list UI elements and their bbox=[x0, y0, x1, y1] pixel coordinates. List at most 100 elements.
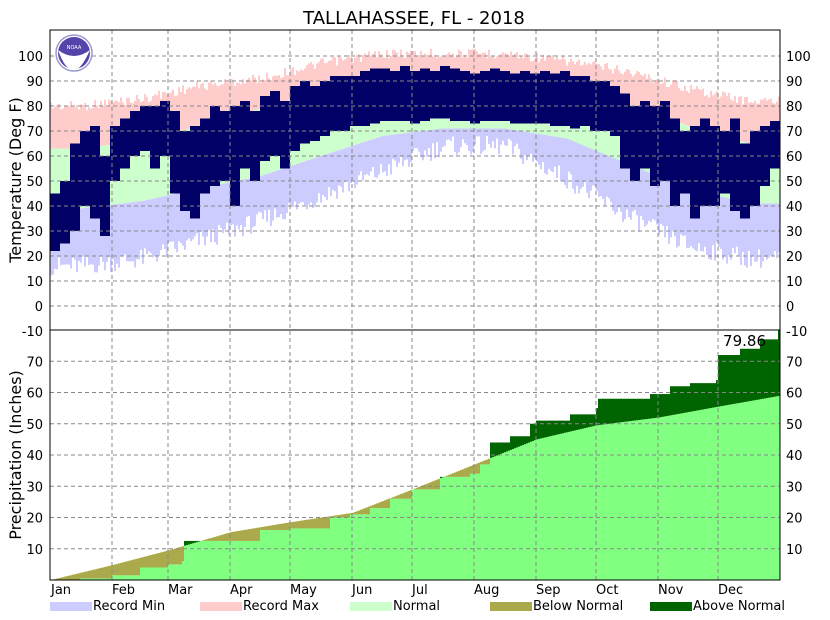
record-min-bar bbox=[132, 202, 134, 262]
record-min-bar bbox=[162, 196, 164, 245]
below-normal-bar bbox=[332, 515, 334, 518]
above-normal-bar bbox=[606, 398, 608, 425]
normal-precip-bar bbox=[756, 399, 758, 580]
record-max-bar bbox=[290, 69, 292, 100]
record-max-bar bbox=[546, 55, 548, 84]
normal-precip-bar bbox=[558, 434, 560, 580]
normal-precip-bar bbox=[450, 476, 452, 580]
below-normal-bar bbox=[374, 504, 376, 509]
record-min-bar bbox=[144, 200, 146, 249]
below-normal-bar bbox=[174, 548, 176, 565]
above-normal-bar bbox=[738, 355, 740, 404]
above-normal-bar bbox=[744, 348, 746, 402]
record-min-bar bbox=[626, 163, 628, 210]
normal-precip-bar bbox=[314, 528, 316, 580]
above-normal-bar bbox=[494, 442, 496, 457]
normal-precip-bar bbox=[692, 411, 694, 580]
normal-precip-bar bbox=[664, 416, 666, 580]
record-min-bar bbox=[608, 156, 610, 199]
normal-precip-bar bbox=[124, 575, 126, 580]
record-max-bar bbox=[708, 97, 710, 132]
record-min-bar bbox=[472, 128, 474, 153]
record-min-bar bbox=[704, 192, 706, 247]
normal-precip-bar bbox=[696, 410, 698, 580]
record-min-bar bbox=[444, 128, 446, 146]
record-max-bar bbox=[534, 59, 536, 83]
record-max-bar bbox=[466, 57, 468, 77]
record-min-bar bbox=[714, 195, 716, 261]
above-normal-bar bbox=[754, 348, 756, 401]
above-normal-bar bbox=[562, 420, 564, 434]
record-min-bar bbox=[422, 131, 424, 161]
below-normal-bar bbox=[108, 565, 110, 579]
below-normal-bar bbox=[118, 563, 120, 576]
below-normal-bar bbox=[114, 564, 116, 576]
record-max-bar bbox=[104, 99, 106, 146]
normal-precip-bar bbox=[366, 514, 368, 580]
temp-tick-label: 40 bbox=[26, 200, 43, 215]
record-max-bar bbox=[230, 78, 232, 117]
record-min-bar bbox=[706, 193, 708, 255]
record-min-bar bbox=[256, 176, 258, 215]
record-max-bar bbox=[286, 75, 288, 101]
normal-precip-bar bbox=[104, 578, 106, 580]
below-normal-bar bbox=[248, 529, 250, 541]
record-min-bar bbox=[540, 134, 542, 170]
normal-precip-bar bbox=[350, 514, 352, 580]
observed-temp-bar bbox=[690, 126, 700, 219]
normal-precip-bar bbox=[392, 498, 394, 580]
observed-temp-bar bbox=[130, 111, 140, 156]
above-normal-bar bbox=[188, 540, 190, 545]
normal-precip-bar bbox=[482, 464, 484, 580]
record-min-bar bbox=[340, 149, 342, 187]
record-max-bar bbox=[754, 100, 756, 144]
normal-precip-bar bbox=[550, 436, 552, 580]
record-max-bar bbox=[558, 59, 560, 86]
normal-bar bbox=[146, 139, 148, 201]
normal-bar bbox=[148, 139, 150, 200]
record-min-bar bbox=[740, 201, 742, 265]
normal-precip-bar bbox=[572, 430, 574, 580]
precipitation-plot bbox=[52, 330, 780, 580]
observed-temp-bar bbox=[460, 71, 470, 121]
record-max-bar bbox=[192, 86, 194, 128]
record-min-bar bbox=[406, 133, 408, 160]
record-min-bar bbox=[526, 132, 528, 161]
record-max-bar bbox=[570, 58, 572, 88]
record-min-bar bbox=[222, 183, 224, 234]
record-max-bar bbox=[510, 51, 512, 80]
record-max-bar bbox=[526, 53, 528, 82]
above-normal-bar bbox=[760, 339, 762, 400]
record-min-bar bbox=[462, 128, 464, 140]
record-min-bar bbox=[558, 137, 560, 166]
above-normal-bar bbox=[746, 348, 748, 402]
temp-tick-label: 90 bbox=[26, 75, 43, 90]
normal-precip-bar bbox=[166, 567, 168, 580]
normal-precip-bar bbox=[728, 404, 730, 580]
record-min-bar bbox=[498, 128, 500, 155]
observed-temp-bar bbox=[350, 76, 360, 126]
record-max-bar bbox=[114, 100, 116, 145]
below-normal-bar bbox=[78, 573, 80, 580]
record-max-bar bbox=[106, 106, 108, 146]
record-max-bar bbox=[414, 51, 416, 79]
below-normal-bar bbox=[208, 538, 210, 541]
record-max-bar bbox=[760, 99, 762, 144]
normal-precip-bar bbox=[408, 498, 410, 580]
record-min-bar bbox=[570, 140, 572, 175]
record-max-bar bbox=[458, 49, 460, 77]
normal-precip-bar bbox=[460, 476, 462, 580]
below-normal-bar bbox=[256, 527, 258, 541]
below-normal-bar bbox=[378, 502, 380, 509]
observed-temp-bar bbox=[730, 118, 740, 211]
below-normal-bar bbox=[272, 525, 274, 530]
record-min-bar bbox=[320, 156, 322, 203]
record-min-bar bbox=[124, 203, 126, 255]
normal-precip-bar bbox=[592, 426, 594, 580]
normal-precip-bar bbox=[232, 540, 234, 580]
above-normal-bar bbox=[644, 398, 646, 420]
below-normal-bar bbox=[154, 553, 156, 568]
normal-precip-bar bbox=[580, 429, 582, 580]
record-min-bar bbox=[146, 200, 148, 255]
